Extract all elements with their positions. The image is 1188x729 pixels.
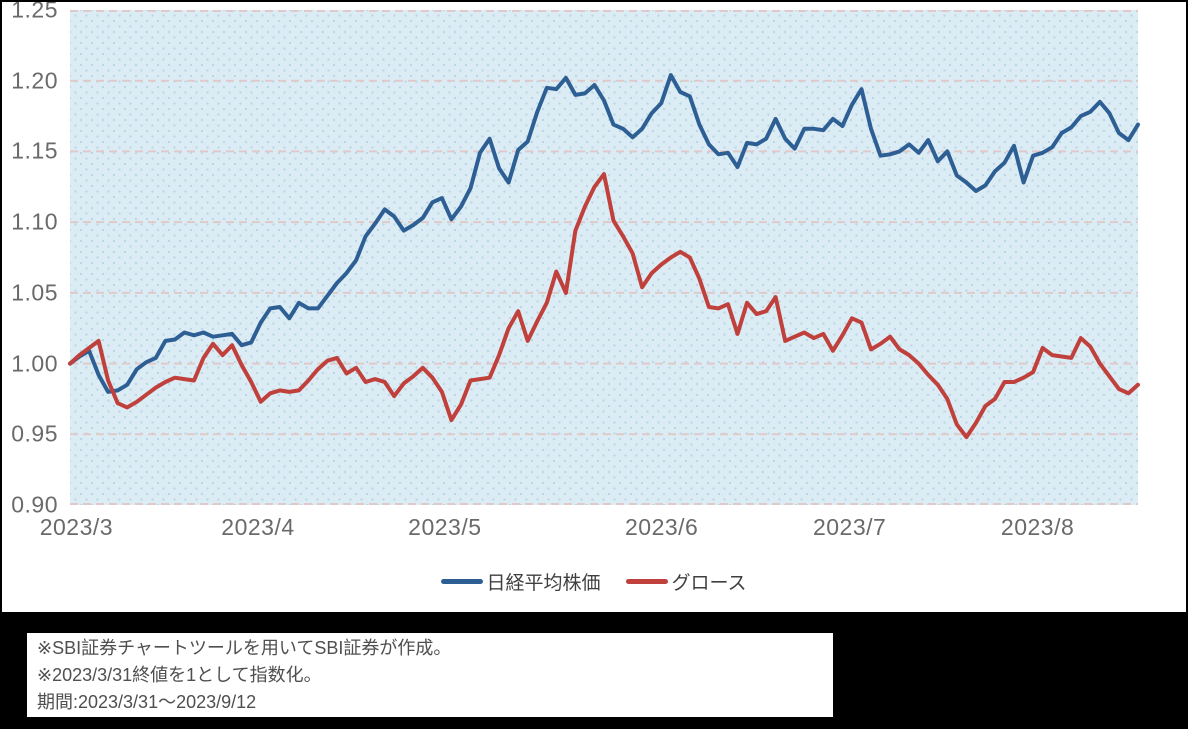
y-tick-label: 1.25 — [11, 0, 58, 23]
x-tick-label: 2023/5 — [408, 514, 482, 540]
series-line-growth — [68, 172, 1140, 440]
y-tick-label: 1.10 — [11, 208, 58, 235]
legend-line-swatch — [441, 579, 484, 584]
y-tick-label: 1.05 — [11, 279, 58, 306]
chart-legend: 日経平均株価 グロース — [2, 568, 1186, 595]
legend-line-swatch — [626, 579, 669, 584]
legend-label: 日経平均株価 — [486, 573, 601, 594]
line-chart-canvas — [68, 10, 1140, 505]
x-tick-label: 2023/3 — [39, 514, 114, 540]
footnote-box: ※SBI証券チャートツールを用いてSBI証券が作成。 ※2023/3/31終値を… — [27, 633, 833, 717]
footnote-indexing: ※2023/3/31終値を1として指数化。 — [37, 665, 322, 685]
y-tick-label: 1.15 — [11, 137, 58, 164]
y-tick-label: 1.00 — [11, 350, 58, 377]
footnote-source: ※SBI証券チャートツールを用いてSBI証券が作成。 — [37, 638, 452, 658]
footnote-period: 期間:2023/3/31〜2023/9/12 — [37, 692, 257, 712]
plot-area — [68, 10, 1140, 505]
x-tick-label: 2023/8 — [1000, 514, 1075, 540]
series-line-nikkei — [68, 73, 1140, 394]
footer-band: ※SBI証券チャートツールを用いてSBI証券が作成。 ※2023/3/31終値を… — [2, 612, 1186, 727]
legend-item-nikkei: 日経平均株価 — [441, 568, 600, 595]
x-tick-label: 2023/6 — [624, 514, 699, 540]
y-tick-label: 0.95 — [11, 420, 58, 447]
y-tick-label: 1.20 — [11, 67, 58, 94]
x-tick-label: 2023/4 — [221, 514, 295, 540]
x-tick-label: 2023/7 — [812, 514, 887, 540]
legend-label: グロース — [671, 573, 747, 594]
legend-item-growth: グロース — [626, 568, 747, 595]
y-tick-label: 0.90 — [11, 491, 58, 518]
